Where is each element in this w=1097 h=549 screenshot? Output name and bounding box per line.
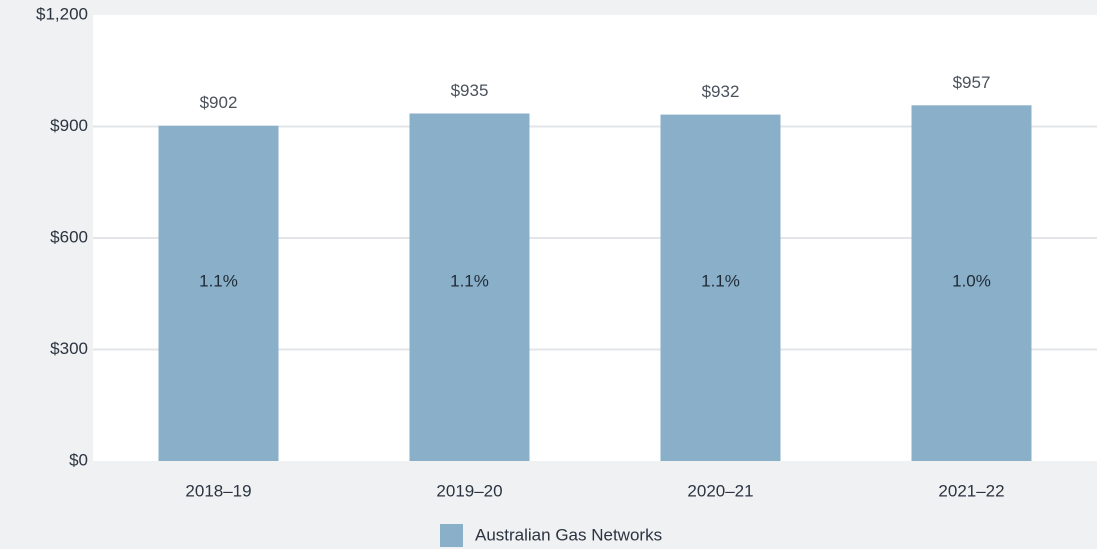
x-tick-label: 2018–19 [185, 481, 251, 500]
legend-label: Australian Gas Networks [475, 525, 662, 544]
bar-annotation: 1.1% [701, 271, 740, 290]
bar-annotation: 1.0% [952, 271, 991, 290]
bar [158, 125, 279, 462]
x-tick-label: 2020–21 [687, 481, 753, 500]
value-label: $935 [451, 81, 489, 100]
bar-annotation: 1.1% [199, 271, 238, 290]
x-tick-label: 2021–22 [938, 481, 1004, 500]
y-tick-label: $300 [50, 339, 88, 358]
bar [409, 113, 530, 461]
value-label: $932 [702, 82, 740, 101]
bar [660, 114, 781, 462]
y-tick-label: $600 [50, 227, 88, 246]
legend-swatch [440, 524, 463, 547]
x-tick-label: 2019–20 [436, 481, 502, 500]
bar [911, 105, 1032, 461]
value-label: $957 [953, 73, 991, 92]
y-tick-label: $0 [69, 450, 88, 469]
bar-annotation: 1.1% [450, 271, 489, 290]
y-tick-label: $900 [50, 116, 88, 135]
value-label: $902 [200, 93, 238, 112]
y-tick-label: $1,200 [36, 4, 88, 23]
